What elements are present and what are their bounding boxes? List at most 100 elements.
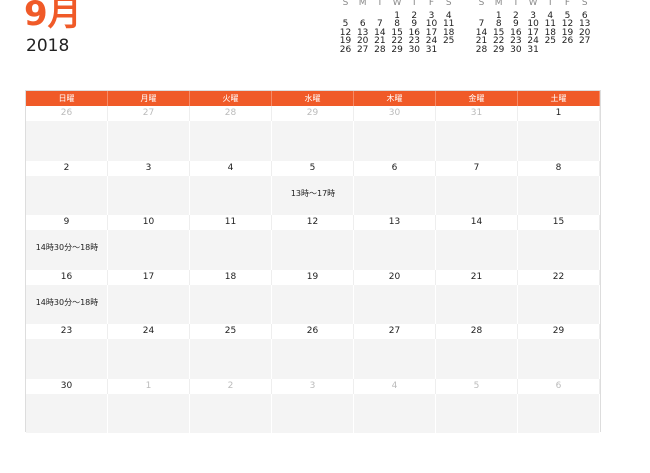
mini-day: 4 [445,11,452,21]
mini-weekday: S [581,0,588,8]
mini-day: 26 [339,44,352,55]
day-cell [108,230,190,270]
day-cell [108,339,190,379]
day-number: 24 [108,324,190,339]
day-number: 27 [354,324,436,339]
day-cell [108,121,190,161]
mini-weekday: S [478,0,485,8]
day-number: 2 [26,160,108,176]
day-number: 5 [436,378,518,394]
mini-weekday: T [513,0,519,8]
mini-day: 29 [492,44,505,55]
mini-day: 25 [544,36,557,47]
day-cell: 13時〜17時 [272,175,354,215]
mini-day: 22 [492,36,505,47]
day-number: 28 [190,106,272,121]
day-cell [436,121,518,161]
day-number: 26 [272,324,354,339]
weekday-header: 火曜 [190,91,272,106]
mini-day: 12 [561,19,574,30]
mini-day: 23 [408,36,421,47]
mini-day: 29 [391,44,403,55]
day-number: 20 [354,269,436,285]
mini-weekday: F [564,0,571,8]
day-number: 18 [190,269,272,285]
day-number: 26 [26,106,108,121]
mini-weekday: W [528,0,538,8]
day-number: 29 [518,324,600,339]
day-cell [272,339,354,379]
day-number: 22 [518,269,600,285]
mini-day: 27 [578,36,591,47]
day-cell [354,339,436,379]
day-number: 4 [354,378,436,394]
day-cell [518,393,600,433]
mini-day: 4 [547,11,554,21]
day-cell [26,339,108,379]
event: 14時30分〜18時 [35,297,99,307]
day-number: 9 [26,215,108,230]
day-cell [518,339,600,379]
weekday-header: 日曜 [26,91,108,106]
day-number: 23 [26,324,108,339]
mini-weekday: F [428,0,435,8]
mini-day: 18 [442,27,455,38]
mini-day: 30 [408,44,421,55]
day-cell [272,230,354,270]
mini-day: 17 [425,27,438,38]
day-cell [436,393,518,433]
day-cell [518,284,600,324]
mini-weekday: T [411,0,418,8]
mini-day: 6 [359,19,366,30]
day-number: 12 [272,215,354,230]
day-cell [190,284,272,324]
day-cell [190,393,272,433]
day-number: 3 [272,378,354,394]
weekday-header: 月曜 [108,91,190,106]
day-number: 4 [190,160,272,176]
mini-day: 12 [339,27,352,38]
weekday-header: 水曜 [272,91,354,106]
month-grid: 日曜 月曜 火曜 水曜 木曜 金曜 土曜 26 27 28 29 30 31 1 2 3 4 5 13時〜17時 6 7… [25,90,601,433]
mini-day: 7 [377,19,383,30]
mini-day: 31 [425,44,438,55]
mini-day: 8 [495,19,502,30]
mini-day: 6 [581,11,588,21]
day-cell [26,393,108,433]
mini-day: 28 [475,44,488,55]
mini-day: 14 [475,27,488,38]
mini-day: 3 [530,11,536,21]
mini-day: 10 [527,19,539,30]
mini-weekday: M [494,0,503,8]
day-cell [26,175,108,215]
mini-day: 15 [391,27,403,38]
day-cell [26,121,108,161]
mini-day: 19 [561,27,574,38]
mini-day: 18 [544,27,557,38]
day-cell [272,121,354,161]
event: 13時〜17時 [290,188,336,198]
mini-day: 11 [544,19,557,30]
mini-weekday: W [392,0,402,8]
mini-day: 20 [356,36,369,47]
mini-day: 11 [442,19,455,30]
mini-day: 8 [394,19,400,30]
day-cell [108,175,190,215]
day-cell [190,230,272,270]
day-cell [190,121,272,161]
day-number: 15 [518,215,600,230]
day-cell [354,175,436,215]
mini-weekday: S [445,0,452,8]
mini-day: 2 [513,11,519,21]
mini-weekday: T [377,0,383,8]
day-number: 21 [436,269,518,285]
day-cell [436,230,518,270]
day-cell [436,339,518,379]
mini-day: 5 [564,11,571,21]
weekday-header: 木曜 [354,91,436,106]
mini-day: 16 [510,27,522,38]
day-number: 6 [354,160,436,176]
day-number: 14 [436,215,518,230]
day-cell [354,393,436,433]
